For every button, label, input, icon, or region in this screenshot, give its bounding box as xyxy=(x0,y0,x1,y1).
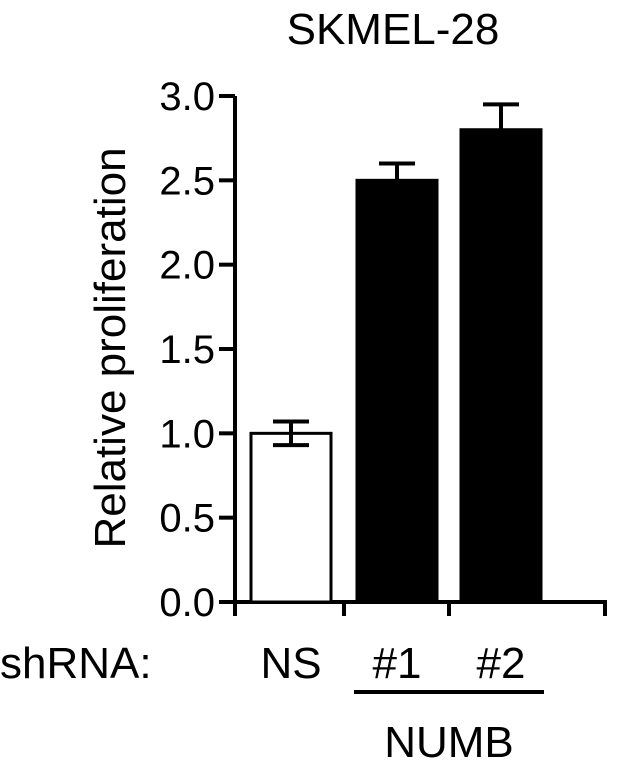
x-category-label: #1 xyxy=(373,639,422,688)
y-tick-label: 0.5 xyxy=(159,497,215,541)
x-labels: NS #1 #2 xyxy=(260,639,525,688)
y-ticks: 0.0 0.5 1.0 1.5 2.0 2.5 3.0 xyxy=(159,75,235,625)
y-tick-label: 2.0 xyxy=(159,244,215,288)
bar-3 xyxy=(459,128,543,604)
y-tick-label: 2.5 xyxy=(159,159,215,203)
shrna-row-label: shRNA: xyxy=(0,639,152,688)
x-category-label: NS xyxy=(260,639,321,688)
bar-2 xyxy=(355,178,439,604)
numb-group-label: NUMB xyxy=(384,718,514,762)
y-tick-label: 3.0 xyxy=(159,75,215,119)
bars xyxy=(249,102,543,604)
x-category-label: #2 xyxy=(477,639,526,688)
y-tick-label: 1.5 xyxy=(159,328,215,372)
chart-title: SKMEL-28 xyxy=(287,5,500,54)
y-tick-label: 0.0 xyxy=(159,581,215,625)
y-tick-label: 1.0 xyxy=(159,412,215,456)
bar-1 xyxy=(249,431,333,604)
y-axis-label: Relative proliferation xyxy=(86,147,135,548)
